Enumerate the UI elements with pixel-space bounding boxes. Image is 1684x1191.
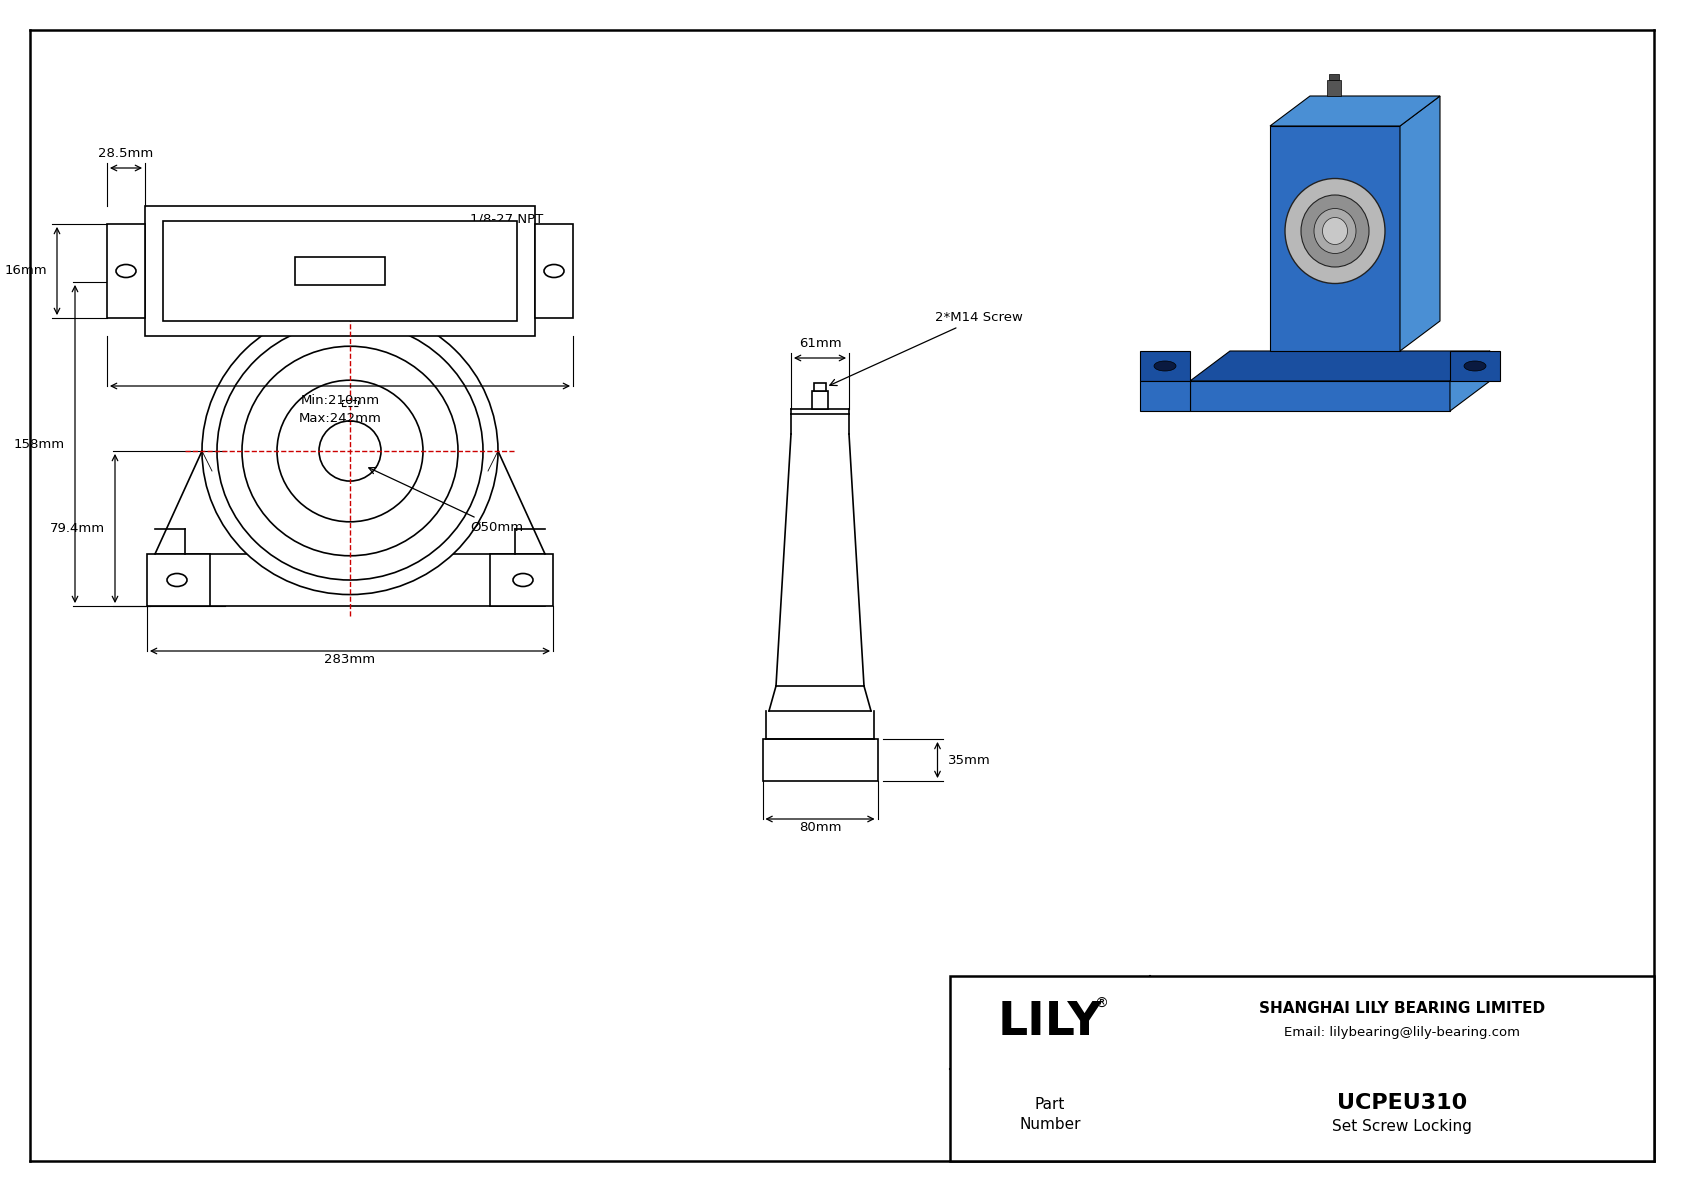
Bar — [155, 554, 546, 606]
Ellipse shape — [1463, 361, 1485, 372]
Text: UCPEU310: UCPEU310 — [1337, 1093, 1467, 1112]
Ellipse shape — [544, 264, 564, 278]
Text: 79.4mm: 79.4mm — [51, 522, 104, 535]
Text: Min:210mm
Max:242mm: Min:210mm Max:242mm — [298, 394, 382, 425]
Text: 28.5mm: 28.5mm — [98, 146, 153, 160]
Text: Ø50mm: Ø50mm — [369, 468, 524, 534]
Ellipse shape — [242, 347, 458, 556]
Polygon shape — [1270, 96, 1440, 126]
Text: 1/8-27 NPT: 1/8-27 NPT — [360, 212, 544, 286]
Text: Part
Number: Part Number — [1019, 1097, 1081, 1133]
Bar — [763, 738, 877, 781]
Bar — [163, 222, 517, 322]
Polygon shape — [1450, 351, 1490, 411]
Ellipse shape — [514, 574, 534, 586]
Ellipse shape — [1285, 179, 1384, 283]
Bar — [536, 224, 573, 318]
Bar — [145, 206, 536, 336]
Ellipse shape — [276, 380, 423, 522]
Bar — [342, 400, 359, 406]
Ellipse shape — [217, 322, 483, 580]
Bar — [812, 391, 829, 409]
Ellipse shape — [318, 420, 381, 481]
Text: 158mm: 158mm — [13, 437, 66, 450]
Ellipse shape — [1302, 195, 1369, 267]
Bar — [813, 384, 825, 391]
Text: 283mm: 283mm — [325, 653, 376, 666]
Polygon shape — [1191, 351, 1490, 381]
Polygon shape — [1399, 96, 1440, 351]
Polygon shape — [1140, 381, 1191, 411]
Ellipse shape — [1314, 208, 1356, 254]
Polygon shape — [1270, 126, 1399, 351]
Polygon shape — [1140, 351, 1191, 381]
Bar — [295, 257, 386, 285]
Bar — [342, 289, 359, 308]
Text: ®: ® — [1095, 997, 1108, 1011]
Ellipse shape — [202, 307, 498, 594]
Text: LILY: LILY — [997, 999, 1103, 1045]
Text: Set Screw Locking: Set Screw Locking — [1332, 1120, 1472, 1134]
Text: 2*M14 Screw: 2*M14 Screw — [830, 311, 1022, 386]
Ellipse shape — [1322, 218, 1347, 244]
Ellipse shape — [116, 264, 136, 278]
Ellipse shape — [167, 574, 187, 586]
Bar — [490, 554, 552, 606]
Text: SHANGHAI LILY BEARING LIMITED: SHANGHAI LILY BEARING LIMITED — [1260, 1000, 1544, 1016]
Bar — [344, 282, 355, 289]
Bar — [108, 224, 145, 318]
Bar — [950, 975, 1654, 1161]
Polygon shape — [1191, 381, 1450, 411]
Text: 61mm: 61mm — [798, 337, 842, 350]
Polygon shape — [1450, 351, 1500, 381]
Text: 16mm: 16mm — [5, 264, 47, 278]
Bar — [147, 554, 210, 606]
Text: 35mm: 35mm — [948, 754, 990, 767]
Text: 80mm: 80mm — [798, 821, 842, 834]
Bar — [1329, 74, 1339, 80]
Bar — [1327, 80, 1340, 96]
Ellipse shape — [1154, 361, 1175, 372]
Text: Email: lilybearing@lily-bearing.com: Email: lilybearing@lily-bearing.com — [1283, 1025, 1521, 1039]
